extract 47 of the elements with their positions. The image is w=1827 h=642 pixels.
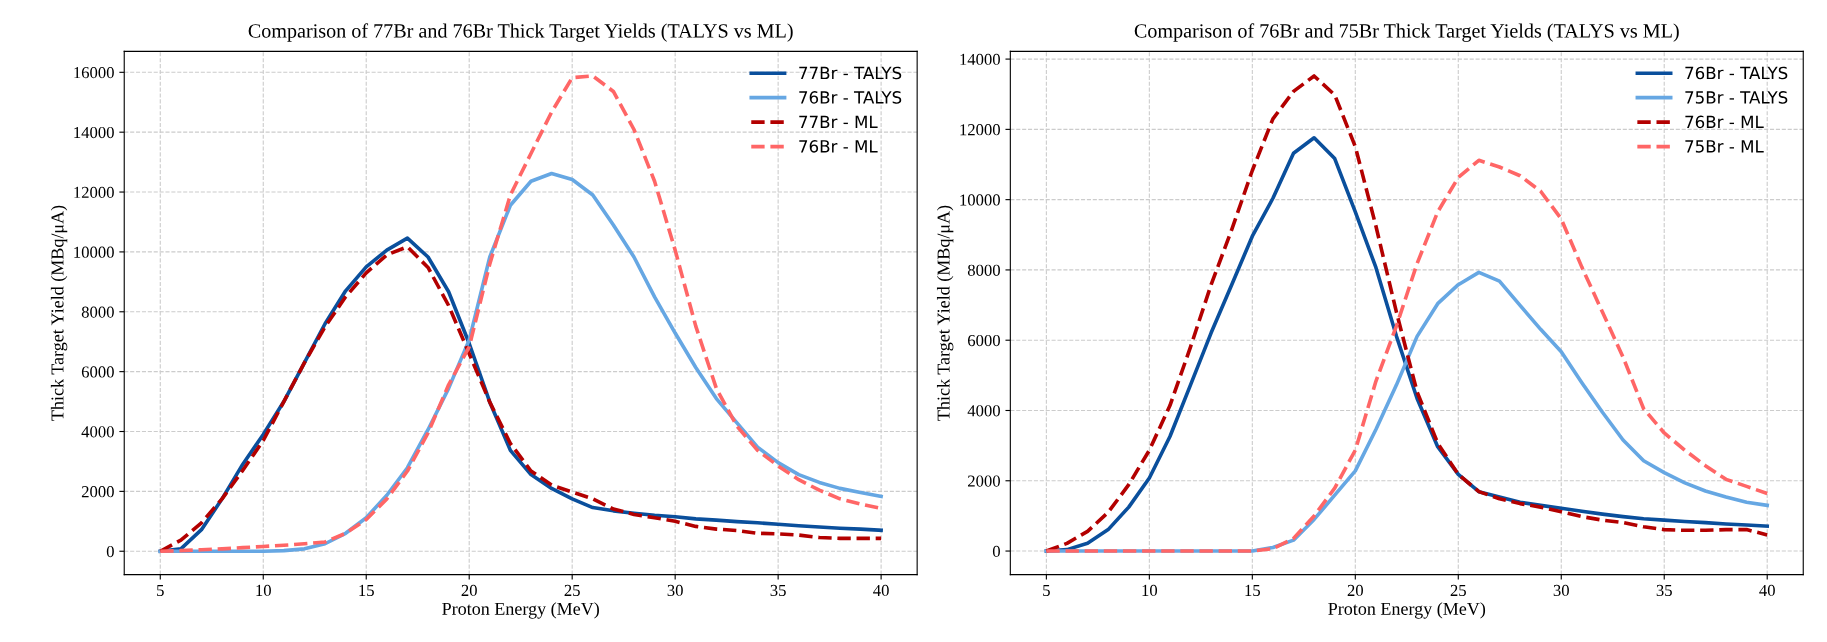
x-tick-label: 5 (157, 584, 164, 597)
x-tick-label: 10 (1142, 584, 1158, 597)
x-tick-label: 30 (667, 584, 683, 597)
y-tick-label: 8000 (81, 306, 114, 318)
y-tick-label: 2000 (968, 475, 1000, 487)
y-axis-title: Thick Target Yield (MBq/μA) (936, 205, 954, 421)
x-tick-label: 20 (1347, 584, 1363, 597)
y-tick-label: 6000 (967, 334, 1000, 347)
x-tick-label: 20 (461, 584, 477, 597)
x-tick-label: 30 (1553, 584, 1569, 597)
y-tick-label: 16000 (74, 67, 114, 79)
x-tick-label: 40 (1759, 584, 1775, 597)
legend-label: 75Br - TALYS (1685, 91, 1788, 104)
x-tick-label: 35 (770, 584, 786, 597)
x-tick-label: 40 (873, 584, 889, 597)
y-tick-label: 14000 (74, 126, 114, 139)
x-axis-title: Proton Energy (MeV) (1328, 602, 1486, 619)
x-tick-label: 15 (359, 584, 374, 597)
y-axis-title: Thick Target Yield (MBq/μA) (50, 205, 68, 421)
x-tick-label: 15 (1245, 584, 1261, 597)
y-tick-label: 8000 (967, 264, 1000, 276)
legend-label: 77Br - ML (799, 115, 878, 128)
legend-label: 76Br - ML (799, 140, 878, 153)
y-tick-label: 0 (106, 545, 114, 558)
y-tick-label: 10000 (960, 194, 1000, 206)
x-tick-label: 35 (1656, 584, 1672, 597)
x-axis-title: Proton Energy (MeV) (442, 602, 599, 619)
x-tick-label: 10 (256, 584, 271, 597)
chart-title: Comparison of 76Br and 75Br Thick Target Yields (TALYS vs ML) (1134, 23, 1679, 42)
y-tick-label: 10000 (74, 246, 114, 258)
y-tick-label: 4000 (967, 405, 1000, 417)
legend-label: 76Br - TALYS (799, 91, 902, 104)
legend-label: 77Br - TALYS (799, 66, 902, 80)
legend-label: 76Br - ML (1685, 115, 1764, 129)
x-tick-label: 25 (1450, 584, 1466, 597)
legend-label: 75Br - ML (1685, 140, 1764, 153)
x-tick-label: 5 (1043, 584, 1050, 597)
y-tick-label: 6000 (81, 366, 114, 378)
y-tick-label: 0 (992, 545, 1000, 557)
y-tick-label: 12000 (960, 124, 1000, 136)
x-tick-label: 25 (564, 584, 580, 597)
y-tick-label: 4000 (81, 426, 114, 438)
legend-label: 76Br - TALYS (1685, 66, 1788, 80)
y-tick-label: 14000 (960, 53, 1000, 66)
y-tick-label: 2000 (81, 486, 114, 498)
y-tick-label: 12000 (74, 186, 114, 198)
chart-title: Comparison of 77Br and 76Br Thick Target Yields (TALYS vs ML) (248, 23, 793, 42)
